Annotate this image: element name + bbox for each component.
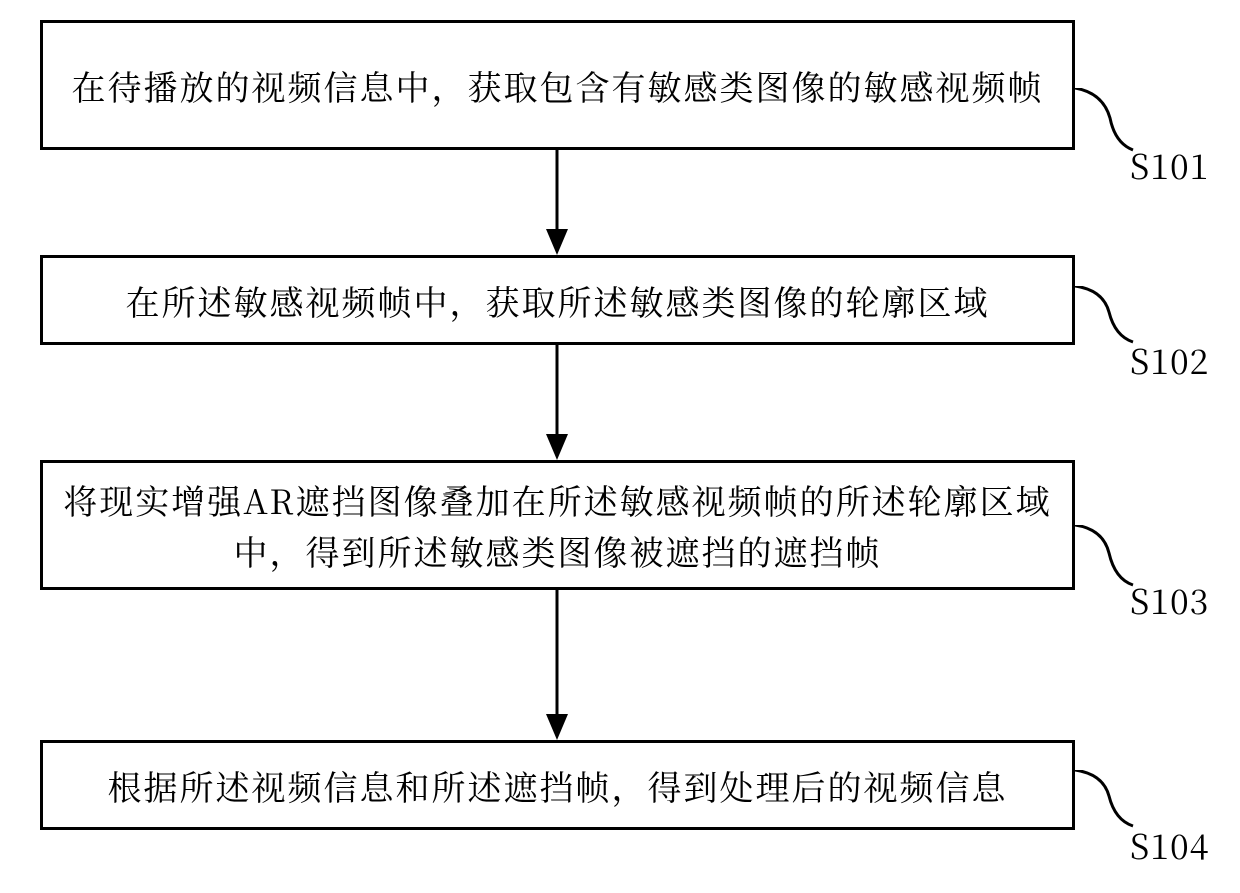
node-bracket-s104: [1075, 770, 1135, 832]
node-bracket-s102: [1075, 286, 1135, 348]
flow-arrow-2: [546, 345, 568, 460]
node-text: 在待播放的视频信息中，获取包含有敏感类图像的敏感视频帧: [54, 60, 1062, 111]
step-label-s101: S101: [1130, 140, 1209, 189]
node-bracket-s101: [1075, 88, 1135, 158]
flowchart-node-s101: 在待播放的视频信息中，获取包含有敏感类图像的敏感视频帧: [40, 20, 1075, 150]
node-text: 根据所述视频信息和所述遮挡帧，得到处理后的视频信息: [90, 760, 1026, 811]
flow-arrow-3: [546, 590, 568, 740]
step-label-s103: S103: [1130, 575, 1209, 624]
flowchart-node-s103: 将现实增强AR遮挡图像叠加在所述敏感视频帧的所述轮廓区域中，得到所述敏感类图像被…: [40, 460, 1075, 590]
step-label-s104: S104: [1130, 820, 1209, 869]
step-label-s102: S102: [1130, 335, 1209, 384]
flowchart-node-s104: 根据所述视频信息和所述遮挡帧，得到处理后的视频信息: [40, 740, 1075, 830]
flowchart-canvas: 在待播放的视频信息中，获取包含有敏感类图像的敏感视频帧 S101 在所述敏感视频…: [0, 0, 1240, 893]
flow-arrow-1: [546, 150, 568, 255]
node-text: 将现实增强AR遮挡图像叠加在所述敏感视频帧的所述轮廓区域中，得到所述敏感类图像被…: [43, 474, 1072, 576]
flowchart-node-s102: 在所述敏感视频帧中，获取所述敏感类图像的轮廓区域: [40, 255, 1075, 345]
node-text: 在所述敏感视频帧中，获取所述敏感类图像的轮廓区域: [108, 275, 1008, 326]
node-bracket-s103: [1075, 525, 1135, 593]
